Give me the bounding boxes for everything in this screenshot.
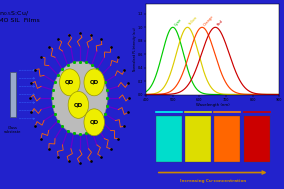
Circle shape — [84, 109, 105, 136]
Bar — [185, 116, 211, 162]
Y-axis label: Normalised PL Intensity (a.u): Normalised PL Intensity (a.u) — [133, 27, 137, 71]
Circle shape — [60, 69, 80, 96]
Circle shape — [52, 62, 107, 134]
Bar — [156, 116, 182, 162]
X-axis label: Wavelength (nm): Wavelength (nm) — [196, 103, 229, 107]
Bar — [10, 72, 16, 117]
Text: Cd$_{0.5}$Zn$_{0.5}$S:Cu/
P123-ORMO SIL  Films: Cd$_{0.5}$Zn$_{0.5}$S:Cu/ P123-ORMO SIL … — [0, 9, 39, 23]
Text: QD: QD — [74, 102, 83, 107]
Text: Glass
substrate: Glass substrate — [4, 126, 21, 134]
Circle shape — [68, 91, 89, 118]
Circle shape — [84, 69, 105, 96]
Text: Red: Red — [216, 19, 224, 27]
Text: Yellow: Yellow — [188, 16, 199, 27]
Text: Cyan: Cyan — [173, 17, 182, 27]
Bar — [214, 116, 240, 162]
Bar — [244, 116, 270, 162]
Text: Increasing Cu-concentration: Increasing Cu-concentration — [179, 179, 246, 183]
Text: QD: QD — [65, 80, 74, 85]
Text: QD: QD — [90, 120, 99, 125]
Text: Orange: Orange — [202, 14, 215, 27]
Text: QD: QD — [90, 80, 99, 85]
